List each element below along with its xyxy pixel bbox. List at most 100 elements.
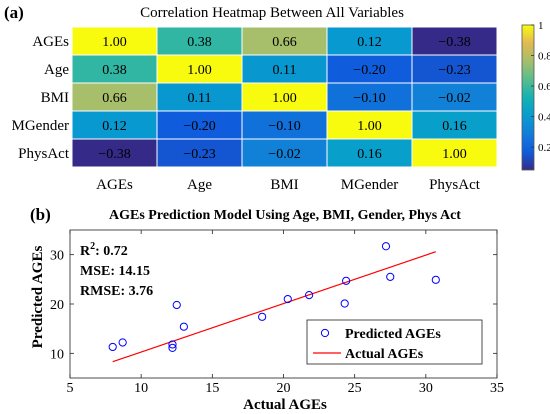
y-axis-label: Predicted AGEs: [30, 246, 46, 349]
heatmap-cell-value: 0.38: [102, 63, 127, 78]
heatmap-cell-value: 0.12: [102, 119, 127, 134]
heatmap-cell-value: −0.23: [183, 147, 215, 162]
heatmap-row-label: Age: [44, 62, 69, 78]
heatmap-col-label: AGEs: [96, 177, 133, 193]
legend: Predicted AGEs Actual AGEs: [306, 319, 483, 365]
heatmap-cell: [411, 110, 498, 140]
heatmap-col-label: BMI: [270, 177, 298, 193]
colorbar-tick-label: 1: [538, 20, 544, 32]
heatmap-cell-value: −0.20: [183, 119, 215, 134]
scatter-point: [179, 322, 188, 331]
stat-annotation: R2: 0.72: [80, 241, 128, 259]
heatmap-cell: [241, 54, 328, 84]
scatter-point: [342, 276, 351, 285]
heatmap-cell-value: 1.00: [187, 63, 212, 78]
heatmap-col-label: PhysAct: [429, 177, 481, 193]
heatmap-cell: [241, 110, 328, 140]
scatter-point: [172, 300, 181, 310]
legend-box: [306, 319, 483, 365]
colorbar: 0.2 0.4 0.6 0.8 1: [521, 20, 550, 171]
legend-label: Predicted AGEs: [345, 327, 441, 342]
legend-marker: [320, 328, 330, 338]
heatmap-cell-value: 1.00: [357, 119, 382, 134]
x-tick-label: 5: [67, 381, 74, 396]
colorbar-tick-label: 0.6: [538, 81, 550, 93]
heatmap-cell: [71, 138, 158, 168]
heatmap-cell-value: 0.38: [187, 35, 212, 50]
scatter-point: [305, 291, 314, 300]
y-tick-label: 30: [50, 249, 64, 264]
x-tick-label: 25: [348, 381, 362, 396]
y-tick-label: 10: [50, 347, 64, 362]
heatmap-cell: [156, 110, 243, 140]
heatmap-cell: [241, 138, 328, 168]
heatmap-cell-value: −0.10: [268, 119, 300, 134]
legend-label: Actual AGEs: [345, 347, 424, 362]
x-tick-label: 35: [490, 381, 504, 396]
panel-b-label: (b): [30, 205, 51, 224]
heatmap-cell-value: −0.20: [353, 63, 385, 78]
heatmap-cell-value: 1.00: [102, 35, 127, 50]
x-axis-label: Actual AGEs: [243, 397, 327, 413]
heatmap-cell: [411, 138, 498, 168]
fit-line: [112, 251, 436, 363]
heatmap-cell: [71, 110, 158, 140]
heatmap-cell-value: 0.66: [272, 35, 297, 50]
colorbar-tick-label: 0.2: [538, 142, 550, 154]
scatter-point: [168, 343, 177, 353]
colorbar-tick-label: 0.4: [538, 112, 550, 124]
heatmap-row-label: BMI: [41, 90, 69, 106]
heatmap-cell-value: 0.16: [357, 147, 382, 162]
colorbar-gradient: [521, 24, 535, 171]
scatter-point: [108, 342, 117, 352]
scatter-point: [168, 340, 177, 349]
heatmap-cell-value: −0.02: [438, 91, 470, 106]
heatmap-title: Correlation Heatmap Between All Variable…: [140, 5, 404, 21]
heatmap-cell-value: 0.12: [357, 35, 382, 50]
stat-annotation: RMSE: 3.76: [80, 284, 153, 299]
heatmap-row-label: MGender: [12, 118, 69, 134]
heatmap-cell-value: −0.38: [98, 147, 130, 162]
heatmap-row-label: AGEs: [32, 34, 69, 50]
heatmap-col-label: MGender: [341, 177, 398, 193]
heatmap-cell-value: −0.10: [353, 91, 385, 106]
scatter-title: AGEs Prediction Model Using Age, BMI, Ge…: [109, 208, 461, 223]
heatmap-cell-value: −0.23: [438, 63, 470, 78]
heatmap-cell: [156, 82, 243, 112]
heatmap-cell: [156, 26, 243, 56]
panel-a-label: (a): [4, 3, 24, 22]
x-tick-label: 10: [134, 381, 148, 396]
heatmap-cell-value: −0.38: [438, 35, 470, 50]
scatter-point: [386, 272, 395, 281]
x-tick-label: 30: [419, 381, 433, 396]
heatmap-cell: [71, 54, 158, 84]
scatter-point: [381, 242, 391, 251]
stat-annotation: MSE: 14.15: [80, 264, 150, 279]
colorbar-tick-label: 0.8: [538, 51, 550, 63]
x-tick-label: 15: [205, 381, 219, 396]
heatmap-col-label: Age: [187, 177, 212, 193]
heatmap-cell-value: 1.00: [442, 147, 467, 162]
heatmap-cell-value: 0.66: [102, 91, 127, 106]
heatmap-cell: [326, 82, 413, 112]
heatmap-cell-value: 0.11: [273, 63, 297, 78]
y-tick-label: 20: [50, 298, 64, 313]
scatter-plot: 5 10 15 20 25 30 35 10 20 30 R2: 0.72 MSE: 14.15 RMS…: [50, 229, 504, 396]
scatter-point: [258, 312, 267, 321]
heatmap-cell-value: 1.00: [272, 91, 297, 106]
heatmap-cell: [156, 138, 243, 168]
heatmap-cell: [71, 26, 158, 56]
heatmap-cell-value: 0.16: [442, 119, 467, 134]
heatmap-cell-value: 0.11: [188, 91, 212, 106]
heatmap: 1.00 0.38 0.66 0.12 −0.38 0.38 1.00 0.11 −0.20 −0…: [12, 26, 498, 193]
scatter-point: [340, 299, 349, 308]
heatmap-row-label: PhysAct: [18, 146, 70, 162]
x-tick-label: 20: [277, 381, 291, 396]
scatter-point: [431, 275, 440, 284]
scatter-point: [283, 294, 292, 304]
heatmap-cell: [411, 54, 498, 84]
heatmap-cell: [326, 110, 413, 140]
heatmap-cell-value: −0.02: [268, 147, 300, 162]
scatter-point: [118, 338, 127, 347]
